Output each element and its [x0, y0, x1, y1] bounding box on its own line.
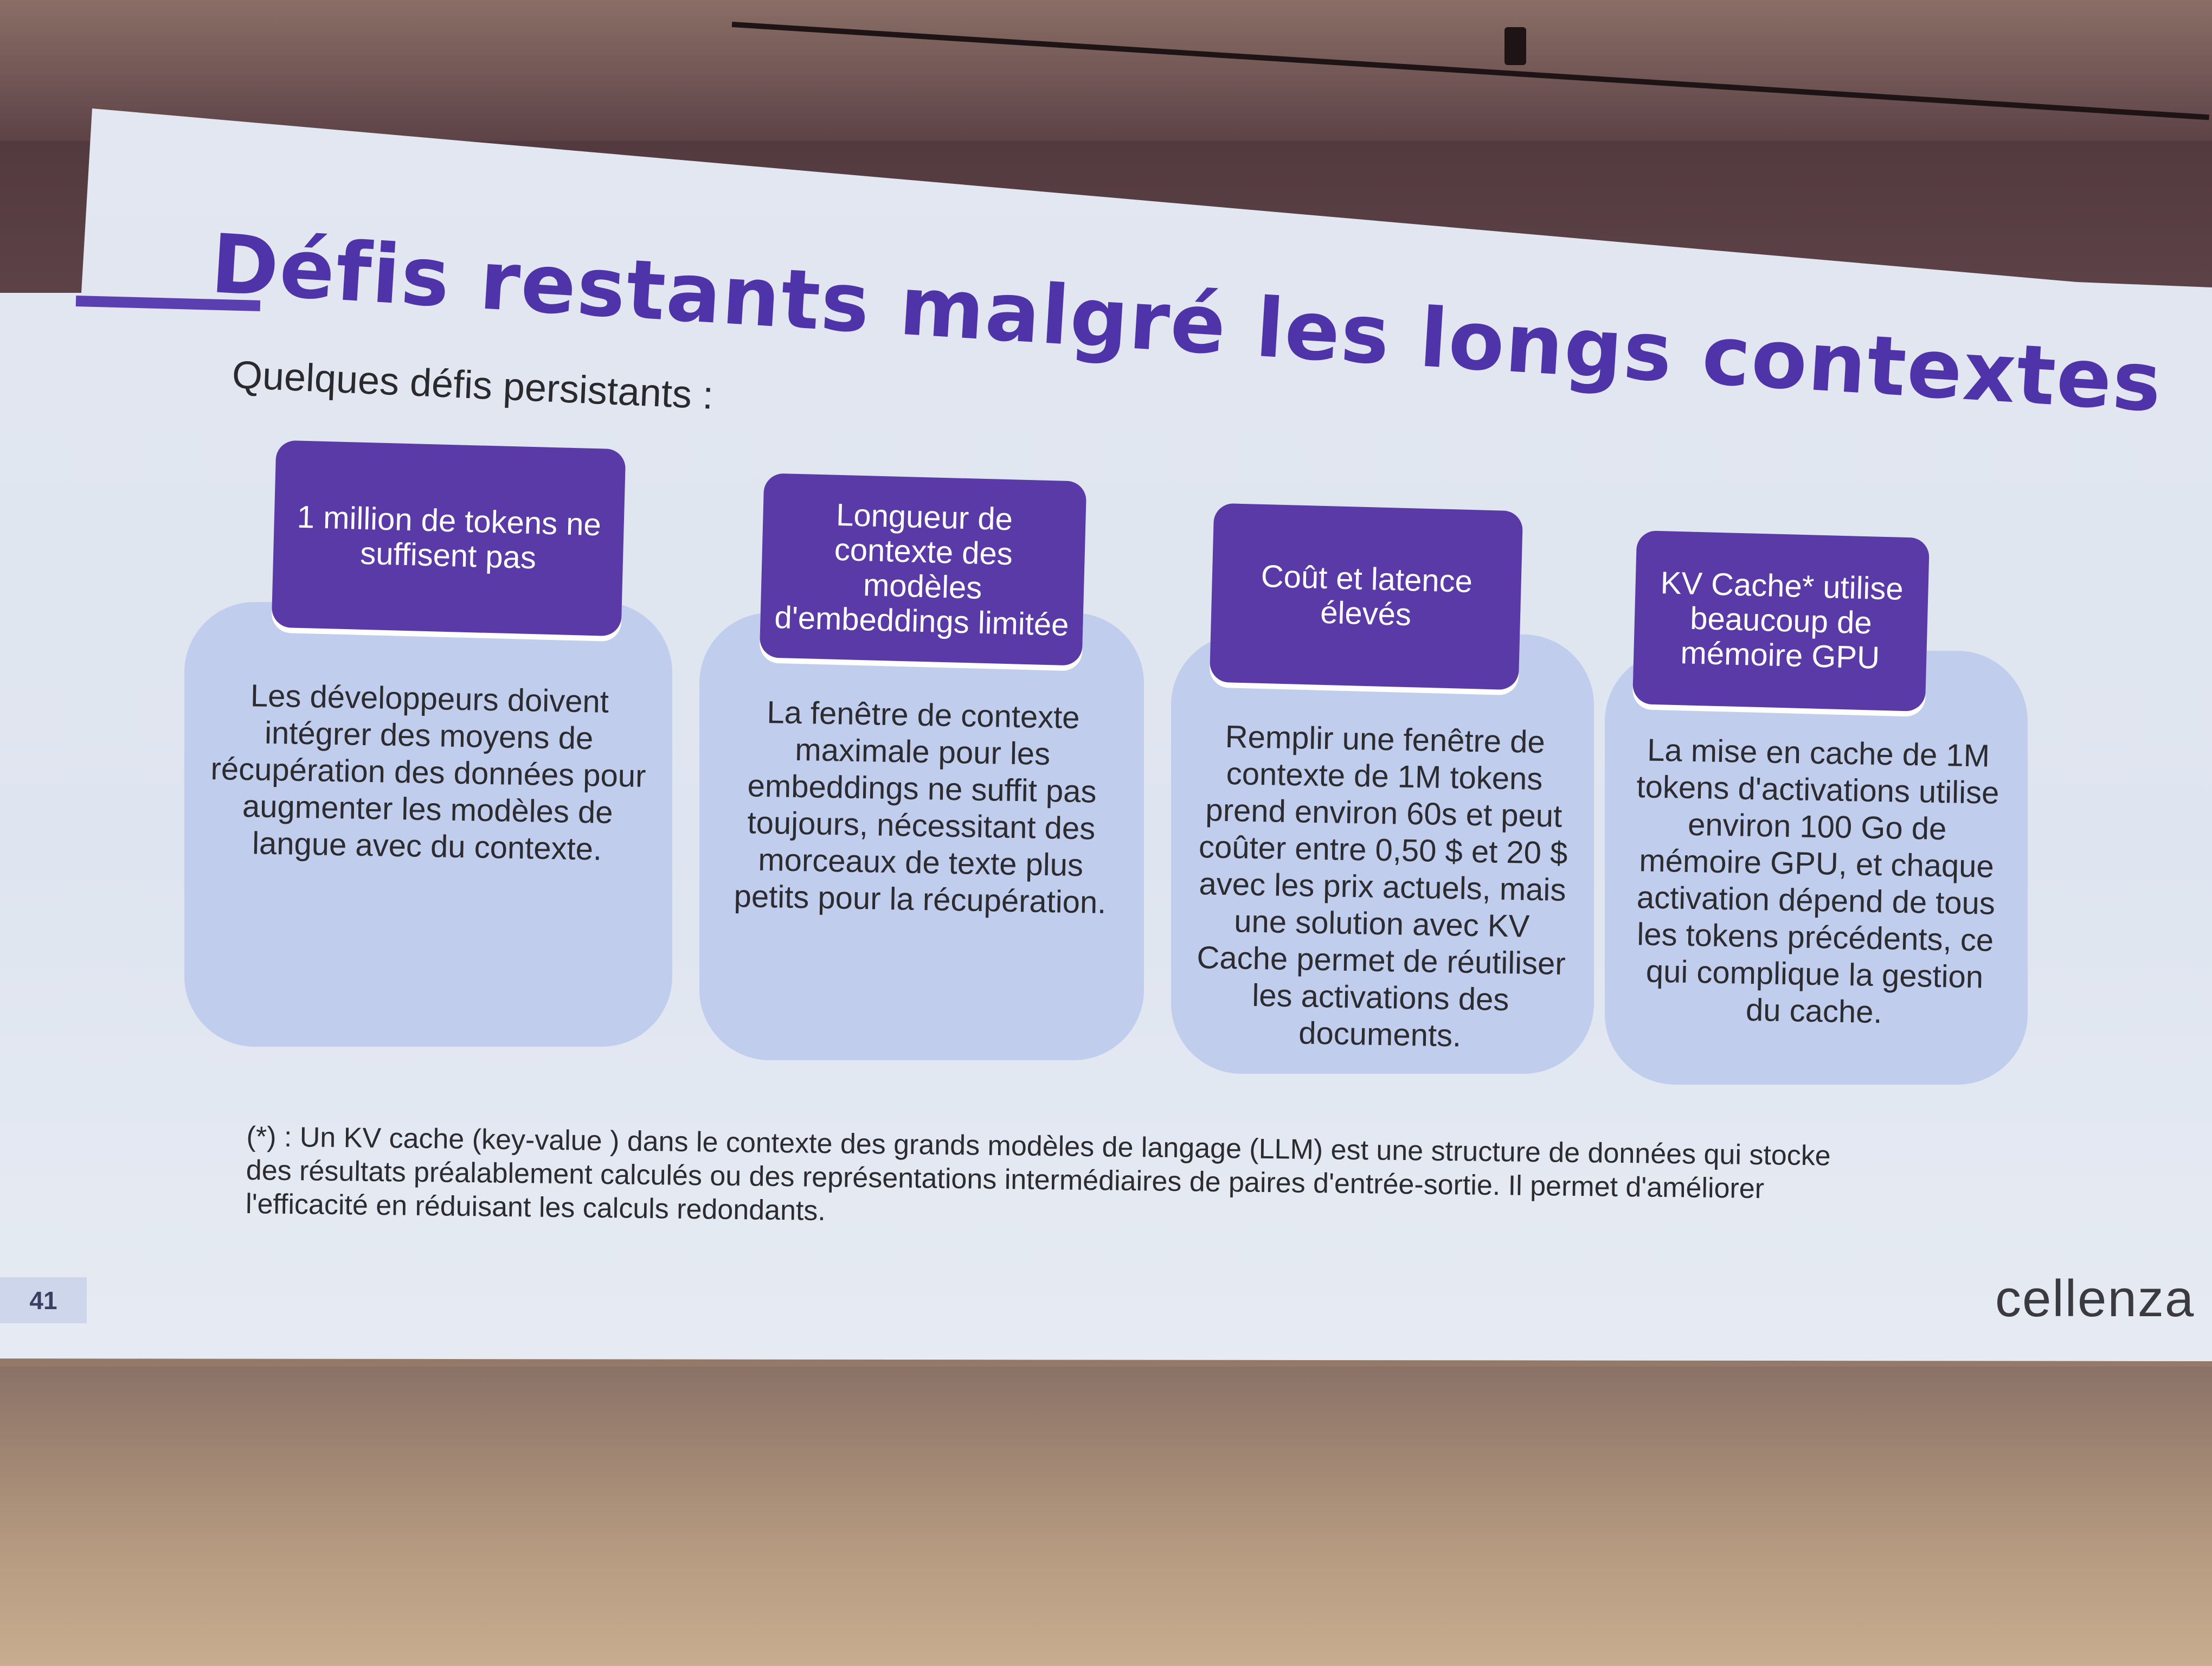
challenge-card-body: Les développeurs doivent intégrer des mo…: [210, 678, 646, 867]
challenge-card-4: La mise en cache de 1M tokens d'activati…: [1605, 651, 2028, 1085]
challenge-card-body: La mise en cache de 1M tokens d'activati…: [1636, 732, 1999, 1030]
challenge-card-3: Remplir une fenêtre de contexte de 1M to…: [1171, 635, 1594, 1074]
challenge-card-1: Les développeurs doivent intégrer des mo…: [184, 602, 672, 1047]
ceiling-fixture: [1504, 27, 1526, 65]
challenge-card-2: La fenêtre de contexte maximale pour les…: [699, 613, 1144, 1060]
challenge-card-title: 1 million de tokens ne suffisent pas: [297, 499, 602, 575]
challenge-card-title: Longueur de contexte des modèles d'embed…: [774, 497, 1070, 643]
challenge-card-header: KV Cache* utilise beaucoup de mémoire GP…: [1632, 530, 1930, 712]
page-number: 41: [0, 1277, 87, 1323]
challenge-card-title: Coût et latence élevés: [1260, 558, 1473, 633]
challenge-card-header: Longueur de contexte des modèles d'embed…: [759, 473, 1087, 666]
challenge-card-header: Coût et latence élevés: [1209, 503, 1523, 690]
challenge-card-title: KV Cache* utilise beaucoup de mémoire GP…: [1660, 565, 1904, 676]
wall-below-screen: [0, 1367, 2212, 1666]
challenge-card-body: Remplir une fenêtre de contexte de 1M to…: [1197, 719, 1568, 1054]
challenge-card-header: 1 million de tokens ne suffisent pas: [271, 440, 626, 637]
ceiling: [0, 0, 2212, 141]
footnote: (*) : Un KV cache (key-value ) dans le c…: [245, 1120, 1831, 1227]
challenge-card-body: La fenêtre de contexte maximale pour les…: [734, 694, 1107, 920]
brand-logo: cellenza: [1995, 1270, 2195, 1328]
